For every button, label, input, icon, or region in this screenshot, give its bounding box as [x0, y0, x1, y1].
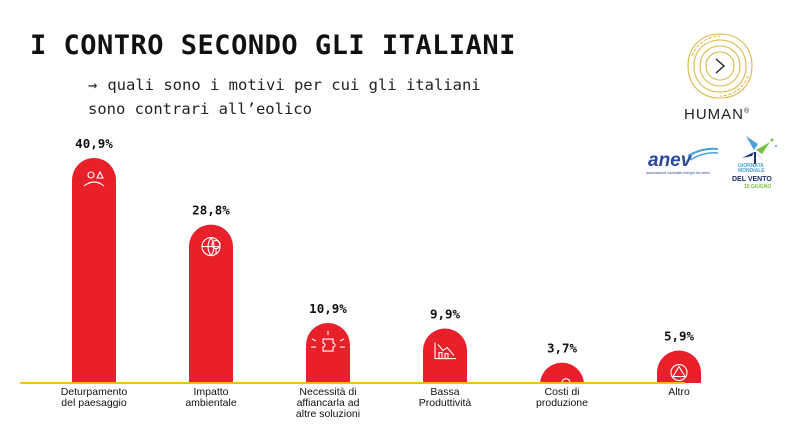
puzzle-idea-icon	[311, 331, 345, 352]
value-label-4: 9,9%	[430, 307, 461, 322]
subtitle-text-2: sono contrari all’eolico	[88, 100, 312, 118]
globe-icon	[201, 237, 221, 257]
gmv-text-1: GIORNATA MONDIALE	[738, 164, 765, 174]
category-label-line: Bassa	[430, 386, 459, 398]
gmv-text-2: DEL VENTO	[732, 176, 772, 183]
category-label-6: Altro	[668, 386, 690, 398]
gmv-line-1: GIORNATA	[738, 163, 764, 169]
category-label-line: del paesaggio	[61, 397, 127, 409]
category-label-5: Costi di produzione	[536, 386, 588, 409]
decline-chart-icon	[434, 342, 456, 360]
category-label-line: produzione	[536, 397, 588, 409]
gmv-line-2: MONDIALE	[738, 168, 765, 174]
subtitle-text-1: quali sono i motivi per cui gli italiani	[107, 76, 481, 94]
category-label-1: Deturpamento del paesaggio	[61, 386, 128, 409]
value-label-6: 5,9%	[664, 329, 695, 344]
category-label-line: Costi di	[544, 386, 579, 398]
value-label-1: 40,9%	[75, 136, 113, 151]
anev-logo: anev	[648, 150, 692, 171]
category-label-line: affiancarla ad	[297, 397, 360, 409]
value-label-5: 3,7%	[547, 341, 578, 356]
anev-swoosh-icon	[687, 147, 719, 161]
bar-3	[306, 323, 350, 383]
category-label-line: Impatto	[193, 386, 228, 398]
arrow-icon: →	[88, 76, 98, 94]
page-title: I CONTRO SECONDO GLI ITALIANI	[30, 30, 516, 61]
landscape-icon	[83, 170, 105, 187]
category-label-line: Deturpamento	[61, 386, 128, 398]
anev-tagline: associazione nazionale energia del vento	[646, 171, 711, 175]
page-subtitle: → quali sono i motivi per cui gli italian…	[88, 73, 588, 121]
registered-mark: ®	[744, 108, 751, 115]
bar-2	[189, 224, 233, 383]
category-label-3: Necessità di affiancarla ad altre soluzion…	[296, 386, 360, 420]
value-label-2: 28,8%	[192, 203, 230, 218]
category-label-line: altre soluzioni	[296, 408, 360, 420]
category-label-line: Altro	[668, 386, 690, 398]
category-label-line: Produttività	[419, 397, 472, 409]
recycle-icon	[670, 363, 688, 382]
human-logo-text: HUMAN®	[684, 106, 750, 123]
category-label-4: Bassa Produttività	[419, 386, 472, 409]
human-word: HUMAN	[684, 106, 744, 123]
human-logo	[687, 33, 753, 99]
category-label-2: Impatto ambientale	[185, 386, 237, 409]
bar-5	[540, 362, 584, 385]
category-label-line: Necessità di	[299, 386, 356, 398]
value-label-3: 10,9%	[309, 301, 347, 316]
bar-1	[72, 158, 116, 383]
category-label-line: ambientale	[185, 397, 237, 409]
gmv-text-3: 15 GIUGNO	[744, 184, 772, 190]
wind-turbine-icon	[742, 136, 777, 164]
subtitle-line-1: → quali sono i motivi per cui gli italian…	[88, 73, 588, 97]
